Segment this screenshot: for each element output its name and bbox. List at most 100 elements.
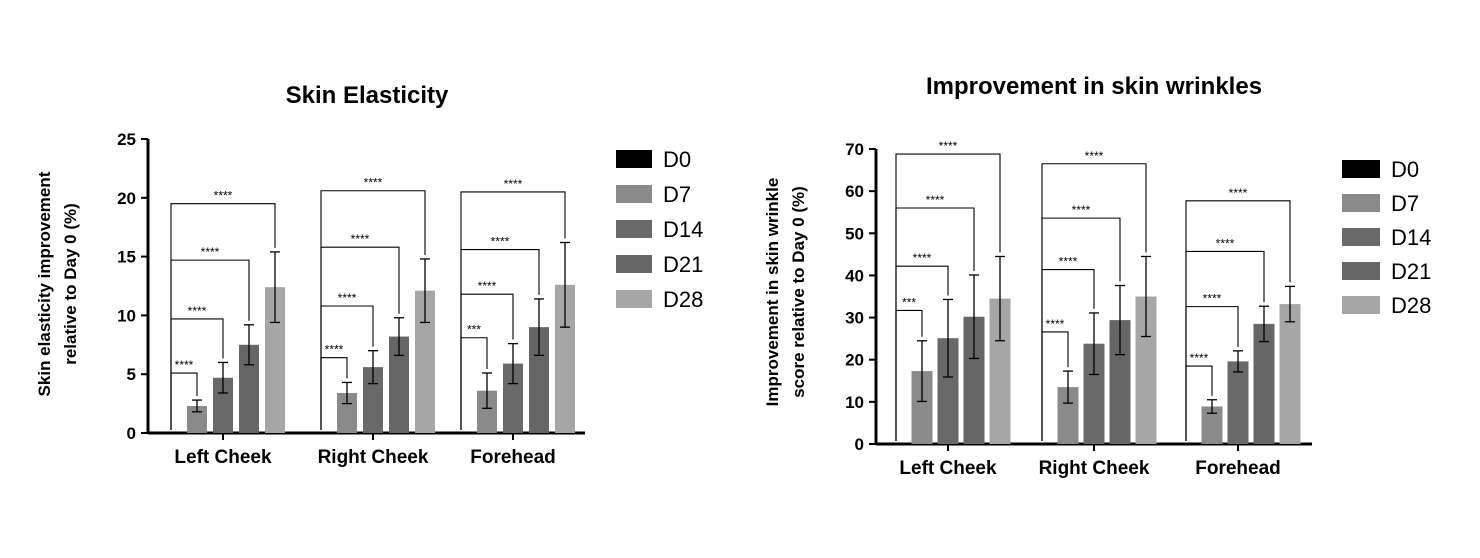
bar-d14-right-cheek xyxy=(1083,343,1105,444)
chart-skin-elasticity: Skin Elasticity Skin elasticity improvem… xyxy=(35,82,703,468)
y-tick-label: 30 xyxy=(845,309,864,328)
significance-label: *** xyxy=(902,295,916,309)
significance-bracket xyxy=(320,190,426,430)
chart-skin-wrinkles: Improvement in skin wrinkles Improvement… xyxy=(763,73,1431,479)
legend-label-d0: D0 xyxy=(1391,157,1419,182)
bar-d14-forehead xyxy=(1227,361,1249,444)
y-tick-label: 50 xyxy=(845,224,864,243)
bar-d28-left-cheek xyxy=(265,287,285,433)
significance-bracket xyxy=(895,153,1001,441)
x-tick-label-right-cheek: Right Cheek xyxy=(318,447,429,468)
significance-label: **** xyxy=(364,176,383,190)
bar-d7-right-cheek xyxy=(1057,387,1079,444)
bar-d21-left-cheek xyxy=(963,316,985,444)
bar-d21-forehead xyxy=(529,327,549,433)
significance-label: **** xyxy=(491,235,510,249)
legend-swatch-d7 xyxy=(616,185,652,203)
legend-swatch-d21 xyxy=(1342,262,1380,280)
y-tick-label: 10 xyxy=(117,306,136,325)
bar-d21-forehead xyxy=(1253,323,1275,444)
bar-d28-forehead xyxy=(555,284,575,433)
significance-bracket xyxy=(895,207,975,441)
significance-label: **** xyxy=(926,193,945,207)
y-tick-label: 40 xyxy=(845,266,864,285)
bar-d14-forehead xyxy=(503,363,523,433)
significance-label: **** xyxy=(1046,317,1065,331)
significance-bracket xyxy=(170,259,250,430)
y-tick-label: 25 xyxy=(117,130,136,149)
significance-label: **** xyxy=(1190,351,1209,365)
bar-d21-left-cheek xyxy=(239,344,259,433)
bar-d28-right-cheek xyxy=(415,290,435,433)
chart-title: Improvement in skin wrinkles xyxy=(926,73,1262,100)
x-tick-label-left-cheek: Left Cheek xyxy=(899,458,997,479)
significance-label: **** xyxy=(201,245,220,259)
legend-label-d14: D14 xyxy=(1391,225,1431,250)
significance-label: **** xyxy=(1072,203,1091,217)
y-tick-label: 0 xyxy=(855,435,864,454)
significance-bracket xyxy=(1041,163,1147,441)
legend-label-d21: D21 xyxy=(1391,259,1431,284)
legend-label-d28: D28 xyxy=(663,287,703,312)
bar-d28-right-cheek xyxy=(1135,296,1157,444)
y-axis-label-line-2: relative to Day 0 (%) xyxy=(61,203,80,365)
significance-bracket xyxy=(1185,200,1291,441)
legend-label-d7: D7 xyxy=(663,182,691,207)
legend-swatch-d14 xyxy=(616,220,652,238)
significance-label: **** xyxy=(1216,236,1235,250)
significance-label: **** xyxy=(338,291,357,305)
significance-label: **** xyxy=(939,139,958,153)
legend-swatch-d0 xyxy=(1342,160,1380,178)
y-tick-label: 20 xyxy=(845,351,864,370)
significance-label: **** xyxy=(325,343,344,357)
significance-label: **** xyxy=(175,358,194,372)
legend-swatch-d28 xyxy=(1342,296,1380,314)
legend-label-d7: D7 xyxy=(1391,191,1419,216)
legend-label-d21: D21 xyxy=(663,252,703,277)
significance-label: *** xyxy=(467,323,481,337)
significance-label: **** xyxy=(214,189,233,203)
x-tick-label-forehead: Forehead xyxy=(1195,458,1281,479)
y-tick-label: 10 xyxy=(845,393,864,412)
y-axis-label-line-1: Improvement in skin wrinkle xyxy=(763,178,782,407)
legend-label-d28: D28 xyxy=(1391,293,1431,318)
y-tick-label: 5 xyxy=(127,365,136,384)
y-tick-label: 15 xyxy=(117,248,136,267)
legend-label-d14: D14 xyxy=(663,217,703,242)
y-axis-label-line-2: score relative to Day 0 (%) xyxy=(789,186,808,398)
chart-title: Skin Elasticity xyxy=(286,82,449,109)
significance-bracket xyxy=(170,203,276,430)
x-tick-label-right-cheek: Right Cheek xyxy=(1039,458,1150,479)
significance-label: **** xyxy=(1085,149,1104,163)
x-tick-label-left-cheek: Left Cheek xyxy=(174,447,272,468)
bar-d7-forehead xyxy=(477,390,497,433)
legend-swatch-d7 xyxy=(1342,194,1380,212)
bar-d7-left-cheek xyxy=(911,371,933,444)
y-tick-label: 70 xyxy=(845,140,864,159)
significance-label: **** xyxy=(351,232,370,246)
significance-bracket xyxy=(320,246,400,430)
bar-d7-forehead xyxy=(1201,406,1223,444)
bar-d21-right-cheek xyxy=(1109,320,1131,444)
significance-bracket xyxy=(1185,250,1265,441)
bar-d14-left-cheek xyxy=(213,377,233,433)
significance-bracket xyxy=(460,248,540,430)
legend-swatch-d0 xyxy=(616,150,652,168)
legend-label-d0: D0 xyxy=(663,147,691,172)
x-tick-label-forehead: Forehead xyxy=(470,447,556,468)
bar-d28-forehead xyxy=(1279,304,1301,444)
bar-d7-left-cheek xyxy=(187,405,207,433)
significance-label: **** xyxy=(913,251,932,265)
bar-d14-left-cheek xyxy=(937,338,959,444)
legend-swatch-d21 xyxy=(616,255,652,273)
significance-bracket xyxy=(460,191,566,430)
significance-label: **** xyxy=(1203,292,1222,306)
significance-label: **** xyxy=(1229,186,1248,200)
significance-label: **** xyxy=(1059,255,1078,269)
y-tick-label: 0 xyxy=(127,424,136,443)
y-tick-label: 20 xyxy=(117,189,136,208)
significance-label: **** xyxy=(504,177,523,191)
legend-swatch-d28 xyxy=(616,290,652,308)
bar-d28-left-cheek xyxy=(989,298,1011,444)
